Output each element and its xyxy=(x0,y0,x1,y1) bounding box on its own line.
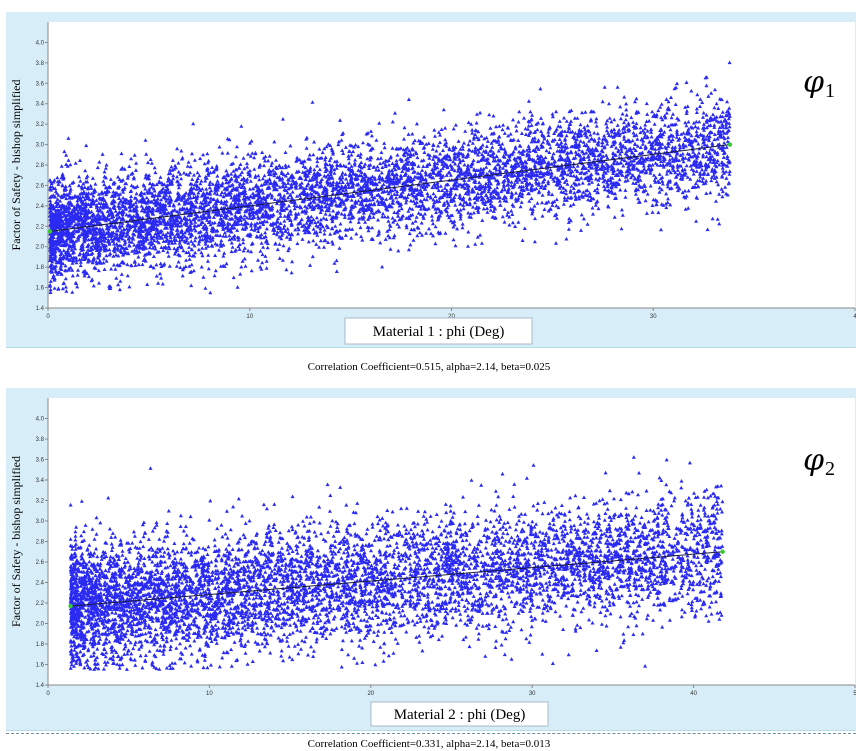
regression-line xyxy=(70,551,723,607)
regression-endpoint xyxy=(68,603,73,609)
scatter-points xyxy=(68,455,725,671)
chart-caption-1: Correlation Coefficient=0.515, alpha=2.1… xyxy=(307,361,551,373)
y-tick-label: 2.8 xyxy=(36,540,45,546)
y-tick-label: 2.8 xyxy=(36,163,45,169)
scatter-point-cloud xyxy=(68,455,725,671)
regression-endpoint xyxy=(720,549,725,554)
regression-line xyxy=(49,144,730,232)
y-tick-label: 3.2 xyxy=(36,122,45,128)
phi-symbol: φ xyxy=(803,443,824,478)
y-tick-label: 2.2 xyxy=(36,601,45,607)
y-tick-label: 2.6 xyxy=(36,183,45,189)
y-tick-label: 1.8 xyxy=(36,265,45,271)
regression-endpoint xyxy=(727,142,733,147)
x-tick-label: 20 xyxy=(448,314,455,320)
y-tick-label: 2.0 xyxy=(36,622,45,628)
scatter-points xyxy=(48,60,732,295)
regression-endpoint xyxy=(47,229,53,234)
y-tick-label: 4.0 xyxy=(36,40,45,46)
y-tick-label: 3.2 xyxy=(36,499,45,505)
x-tick-label: 30 xyxy=(650,314,657,320)
scatter-chart-1: 1.4 1.6 1.8 2.0 2.2 2.4 2.6 2.8 3.0 3.2 3.4 3.6 3.8 4… xyxy=(9,22,856,345)
y-tick-label: 3.6 xyxy=(36,458,45,464)
x-tick-label: 0 xyxy=(46,691,50,697)
y-tick-label: 3.6 xyxy=(36,81,45,87)
phi-subscript: 2 xyxy=(825,458,835,480)
y-tick-label: 1.6 xyxy=(36,663,45,669)
chart-panel-2: 1.4 1.6 1.8 2.0 2.2 2.4 2.6 2.8 3.0 3.2 3.4 3.6 3.8 4… xyxy=(6,388,856,731)
x-tick-label: 10 xyxy=(206,691,213,697)
y-axis-label: Factor of Safety - bishop simplified xyxy=(9,456,23,627)
y-tick-label: 2.4 xyxy=(36,204,45,210)
phi-symbol: φ xyxy=(803,65,824,100)
x-axis-label: Material 2 : phi (Deg) xyxy=(394,707,526,723)
y-tick-label: 2.4 xyxy=(36,581,45,587)
scatter-point-cloud xyxy=(48,60,732,295)
y-tick-label: 1.6 xyxy=(36,286,45,292)
y-tick-label: 3.0 xyxy=(36,519,45,525)
x-tick-label: 30 xyxy=(529,691,536,697)
y-tick-label: 2.6 xyxy=(36,560,45,566)
x-axis-label: Material 1 : phi (Deg) xyxy=(373,324,505,340)
y-tick-label: 3.0 xyxy=(36,143,45,149)
x-tick-label: 10 xyxy=(246,314,253,320)
x-tick-label: 20 xyxy=(367,691,374,697)
x-axis-label-box xyxy=(370,701,549,727)
y-tick-label: 4.0 xyxy=(36,417,45,423)
y-tick-label: 3.4 xyxy=(36,102,45,108)
x-tick-label: 5 xyxy=(853,691,856,697)
caption-divider xyxy=(6,733,856,734)
x-tick-label: 40 xyxy=(690,691,697,697)
y-tick-label: 2.2 xyxy=(36,224,45,230)
scatter-chart-2: 1.4 1.6 1.8 2.0 2.2 2.4 2.6 2.8 3.0 3.2 3.4 3.6 3.8 4… xyxy=(9,398,856,727)
y-tick-label: 3.8 xyxy=(36,61,45,67)
chart-panel-1: 1.4 1.6 1.8 2.0 2.2 2.4 2.6 2.8 3.0 3.2 3.4 3.6 3.8 4… xyxy=(6,12,856,348)
phi-subscript: 1 xyxy=(825,80,835,102)
chart-caption-2: Correlation Coefficient=0.331, alpha=2.1… xyxy=(307,738,551,750)
y-tick-label: 3.4 xyxy=(36,478,45,484)
y-tick-label: 2.0 xyxy=(36,245,45,251)
y-tick-label: 1.4 xyxy=(36,683,45,689)
plot-area xyxy=(48,398,855,685)
x-tick-label: 4 xyxy=(853,314,856,320)
y-tick-label: 3.8 xyxy=(36,437,45,443)
y-axis-label: Factor of Safety - bishop simplified xyxy=(9,80,23,251)
plot-area xyxy=(48,22,855,308)
y-tick-label: 1.4 xyxy=(36,306,45,312)
y-tick-label: 1.8 xyxy=(36,642,45,648)
x-axis-label-box xyxy=(344,317,533,345)
x-tick-label: 0 xyxy=(46,314,50,320)
